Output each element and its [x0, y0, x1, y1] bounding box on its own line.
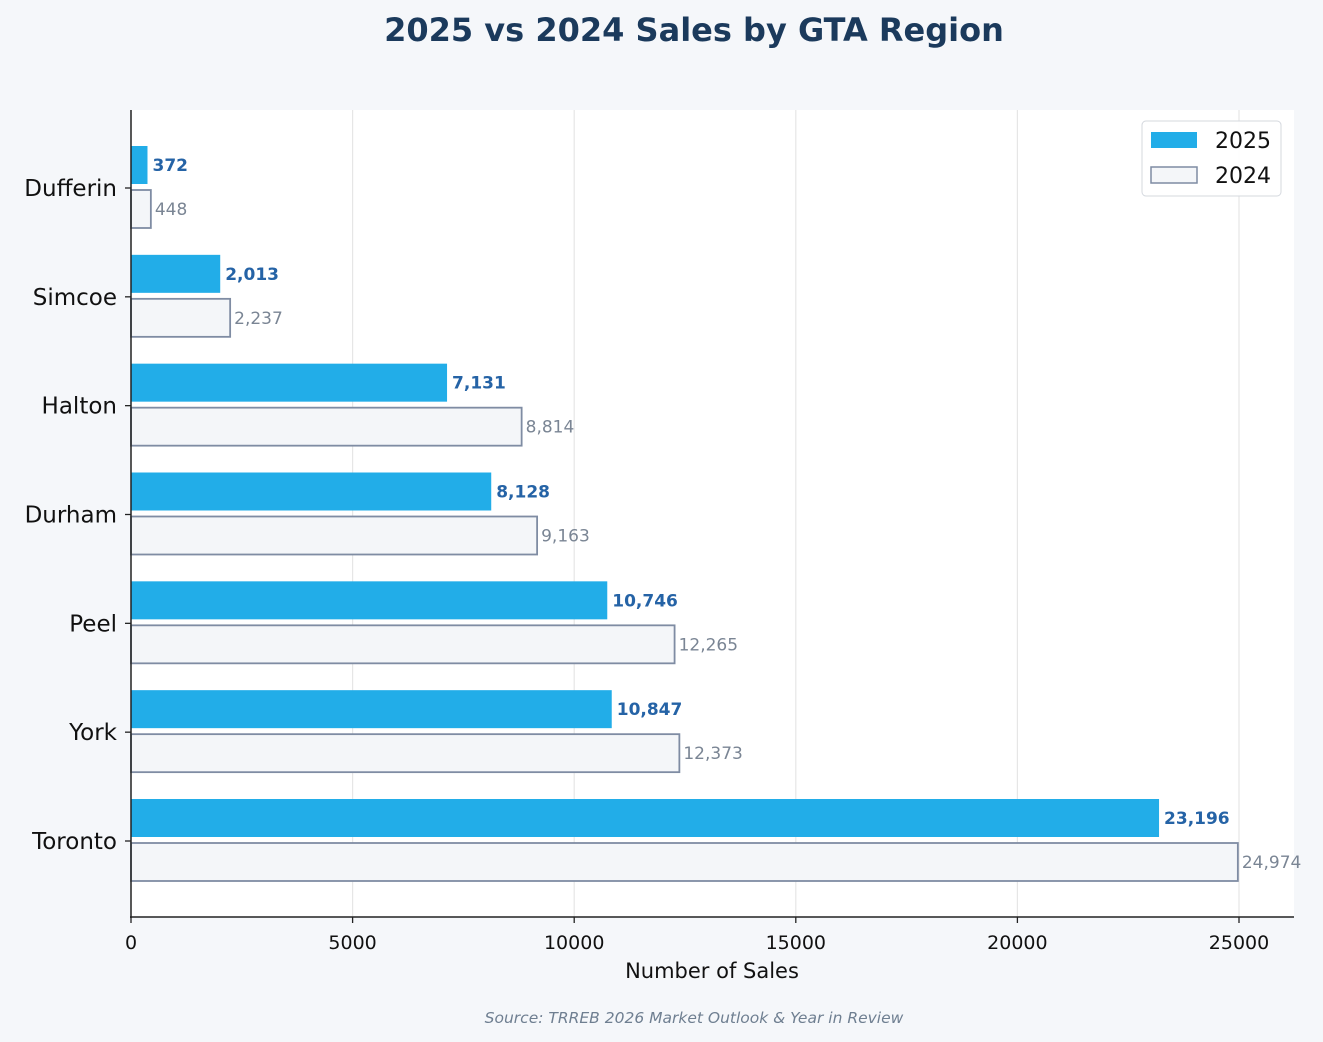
- source-note: Source: TRREB 2026 Market Outlook & Year…: [485, 1009, 904, 1027]
- y-tick-label: Toronto: [31, 829, 117, 855]
- data-label-2025: 2,013: [225, 265, 279, 285]
- data-label-2025: 10,746: [612, 591, 678, 611]
- legend-swatch-2025: [1151, 132, 1197, 148]
- x-tick-label: 10000: [544, 932, 604, 954]
- legend: 2025 2024: [1141, 120, 1282, 197]
- x-tick-label: 15000: [766, 932, 826, 954]
- bar-2024-halton: [130, 406, 523, 447]
- bar-2025-dufferin: [131, 146, 148, 184]
- x-axis-label: Number of Sales: [625, 959, 799, 983]
- legend-swatch-2024: [1150, 166, 1198, 184]
- data-label-2024: 448: [155, 200, 187, 220]
- plot-area: [131, 110, 1294, 917]
- bar-2024-york: [130, 733, 681, 774]
- x-tick-label: 5000: [328, 932, 376, 954]
- y-tick-label: Halton: [42, 394, 117, 420]
- bar-2025-simcoe: [131, 254, 221, 293]
- x-tick-label: 20000: [987, 932, 1047, 954]
- legend-label-2024: 2024: [1215, 164, 1271, 189]
- data-label-2024: 24,974: [1242, 853, 1301, 873]
- data-label-2025: 7,131: [452, 374, 506, 394]
- data-label-2024: 9,163: [541, 527, 590, 547]
- y-tick-label: Simcoe: [33, 285, 117, 311]
- bar-2024-dufferin: [130, 189, 152, 229]
- chart-title: 2025 vs 2024 Sales by GTA Region: [384, 11, 1004, 49]
- data-label-2024: 12,265: [679, 635, 738, 655]
- bar-2024-toronto: [130, 842, 1239, 882]
- data-labels: 372 448 2,013 2,237 7,131 8,814 8,128 9,163 10,7…: [152, 156, 1301, 873]
- bar-2025-peel: [131, 581, 608, 620]
- bars: [130, 146, 1239, 882]
- x-tick-label: 0: [125, 932, 137, 954]
- x-axis: 0 5000 10000 15000 20000 25000: [125, 917, 1269, 954]
- y-tick-label: Dufferin: [24, 176, 117, 202]
- bar-2025-toronto: [131, 799, 1160, 837]
- legend-label-2025: 2025: [1215, 129, 1271, 154]
- bar-2025-york: [131, 690, 612, 729]
- bar-2024-peel: [130, 624, 676, 665]
- data-label-2025: 372: [152, 156, 188, 176]
- x-tick-label: 25000: [1209, 932, 1269, 954]
- y-tick-label: Durham: [25, 503, 117, 529]
- data-label-2024: 8,814: [526, 418, 575, 438]
- data-label-2024: 2,237: [234, 309, 283, 329]
- y-axis: Dufferin Simcoe Halton Durham Peel York Toront…: [24, 176, 131, 855]
- data-label-2025: 8,128: [496, 483, 550, 503]
- y-tick-label: Peel: [69, 611, 117, 637]
- gridlines: [352, 110, 1240, 917]
- bar-2024-durham: [130, 515, 539, 556]
- data-label-2024: 12,373: [683, 744, 742, 764]
- bar-2025-durham: [131, 472, 492, 511]
- data-label-2025: 23,196: [1164, 809, 1230, 829]
- data-label-2025: 10,847: [617, 700, 683, 720]
- bar-2025-halton: [131, 363, 448, 402]
- y-tick-label: York: [68, 720, 118, 746]
- bar-2024-simcoe: [130, 297, 232, 338]
